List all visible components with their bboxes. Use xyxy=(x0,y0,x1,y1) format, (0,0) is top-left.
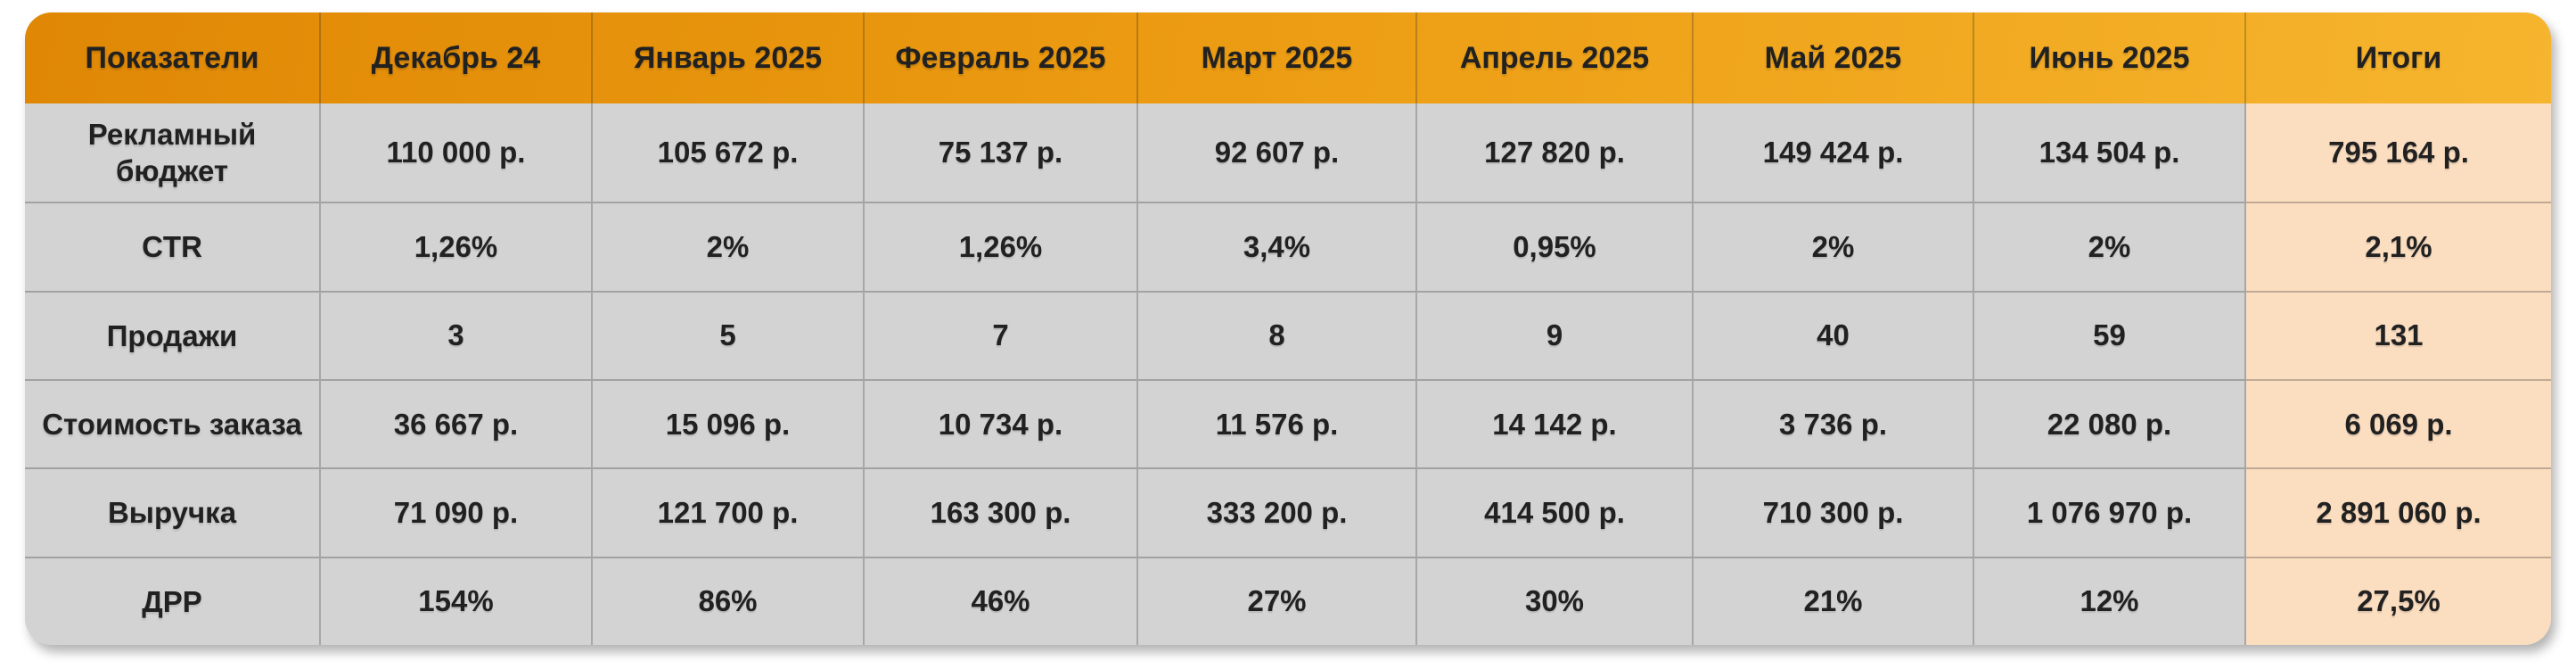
value-cell: 12% xyxy=(1974,556,2246,645)
header-cell-month: Январь 2025 xyxy=(593,12,865,103)
row-label: Продажи xyxy=(25,290,321,379)
header-cell-month: Март 2025 xyxy=(1138,12,1417,103)
value-cell: 2% xyxy=(1974,202,2246,291)
header-cell-month: Декабрь 24 xyxy=(321,12,593,103)
value-cell: 8 xyxy=(1138,290,1417,379)
value-cell: 105 672 р. xyxy=(593,103,865,202)
value-cell: 7 xyxy=(865,290,1138,379)
table-row: Стоимость заказа 36 667 р. 15 096 р. 10 734… xyxy=(25,378,2551,468)
total-cell: 2 891 060 р. xyxy=(2246,467,2551,557)
value-cell: 22 080 р. xyxy=(1974,378,2246,468)
value-cell: 0,95% xyxy=(1417,202,1694,291)
value-cell: 1 076 970 р. xyxy=(1974,467,2246,557)
row-label: CTR xyxy=(25,202,321,291)
value-cell: 2% xyxy=(593,202,865,291)
total-cell: 2,1% xyxy=(2246,202,2551,291)
total-cell: 6 069 р. xyxy=(2246,378,2551,468)
value-cell: 3 xyxy=(321,290,593,379)
header-cell-month: Июнь 2025 xyxy=(1974,12,2246,103)
value-cell: 92 607 р. xyxy=(1138,103,1417,202)
value-cell: 46% xyxy=(865,556,1138,645)
value-cell: 110 000 р. xyxy=(321,103,593,202)
value-cell: 10 734 р. xyxy=(865,378,1138,468)
metrics-table: Показатели Декабрь 24 Январь 2025 Февраль 2… xyxy=(25,12,2551,645)
total-cell: 27,5% xyxy=(2246,556,2551,645)
header-cell-month: Май 2025 xyxy=(1694,12,1974,103)
value-cell: 2% xyxy=(1694,202,1974,291)
total-cell: 795 164 р. xyxy=(2246,103,2551,202)
table-row: Рекламный бюджет 110 000 р. 105 672 р. 75 1… xyxy=(25,103,2551,202)
value-cell: 414 500 р. xyxy=(1417,467,1694,557)
value-cell: 27% xyxy=(1138,556,1417,645)
value-cell: 11 576 р. xyxy=(1138,378,1417,468)
value-cell: 3,4% xyxy=(1138,202,1417,291)
table-row: CTR 1,26% 2% 1,26% 3,4% 0,95% 2% 2% 2,1% xyxy=(25,202,2551,291)
row-label: Выручка xyxy=(25,467,321,557)
value-cell: 71 090 р. xyxy=(321,467,593,557)
value-cell: 30% xyxy=(1417,556,1694,645)
value-cell: 15 096 р. xyxy=(593,378,865,468)
header-cell-month: Февраль 2025 xyxy=(865,12,1138,103)
table-row: Продажи 3 5 7 8 9 40 59 131 xyxy=(25,290,2551,379)
value-cell: 134 504 р. xyxy=(1974,103,2246,202)
value-cell: 86% xyxy=(593,556,865,645)
row-label: ДРР xyxy=(25,556,321,645)
value-cell: 149 424 р. xyxy=(1694,103,1974,202)
value-cell: 333 200 р. xyxy=(1138,467,1417,557)
header-cell-totals: Итоги xyxy=(2355,40,2442,75)
table-body: Рекламный бюджет 110 000 р. 105 672 р. 75 1… xyxy=(25,103,2551,645)
header-cell-month: Апрель 2025 xyxy=(1417,12,1694,103)
value-cell: 40 xyxy=(1694,290,1974,379)
value-cell: 710 300 р. xyxy=(1694,467,1974,557)
value-cell: 9 xyxy=(1417,290,1694,379)
value-cell: 1,26% xyxy=(865,202,1138,291)
value-cell: 36 667 р. xyxy=(321,378,593,468)
table-row: ДРР 154% 86% 46% 27% 30% 21% 12% 27,5% xyxy=(25,556,2551,645)
table-header: Показатели Декабрь 24 Январь 2025 Февраль 2… xyxy=(25,12,2551,103)
table-row: Выручка 71 090 р. 121 700 р. 163 300 р. 333 … xyxy=(25,467,2551,557)
value-cell: 5 xyxy=(593,290,865,379)
metrics-table-grid: Показатели Декабрь 24 Январь 2025 Февраль 2… xyxy=(25,12,2551,645)
value-cell: 3 736 р. xyxy=(1694,378,1974,468)
header-cell-metrics: Показатели xyxy=(25,12,321,103)
value-cell: 121 700 р. xyxy=(593,467,865,557)
value-cell: 163 300 р. xyxy=(865,467,1138,557)
value-cell: 21% xyxy=(1694,556,1974,645)
value-cell: 75 137 р. xyxy=(865,103,1138,202)
value-cell: 127 820 р. xyxy=(1417,103,1694,202)
value-cell: 1,26% xyxy=(321,202,593,291)
header-row: Показатели Декабрь 24 Январь 2025 Февраль 2… xyxy=(25,12,2551,103)
value-cell: 154% xyxy=(321,556,593,645)
row-label: Рекламный бюджет xyxy=(25,103,321,202)
row-label: Стоимость заказа xyxy=(25,378,321,468)
total-cell: 131 xyxy=(2246,290,2551,379)
value-cell: 14 142 р. xyxy=(1417,378,1694,468)
value-cell: 59 xyxy=(1974,290,2246,379)
